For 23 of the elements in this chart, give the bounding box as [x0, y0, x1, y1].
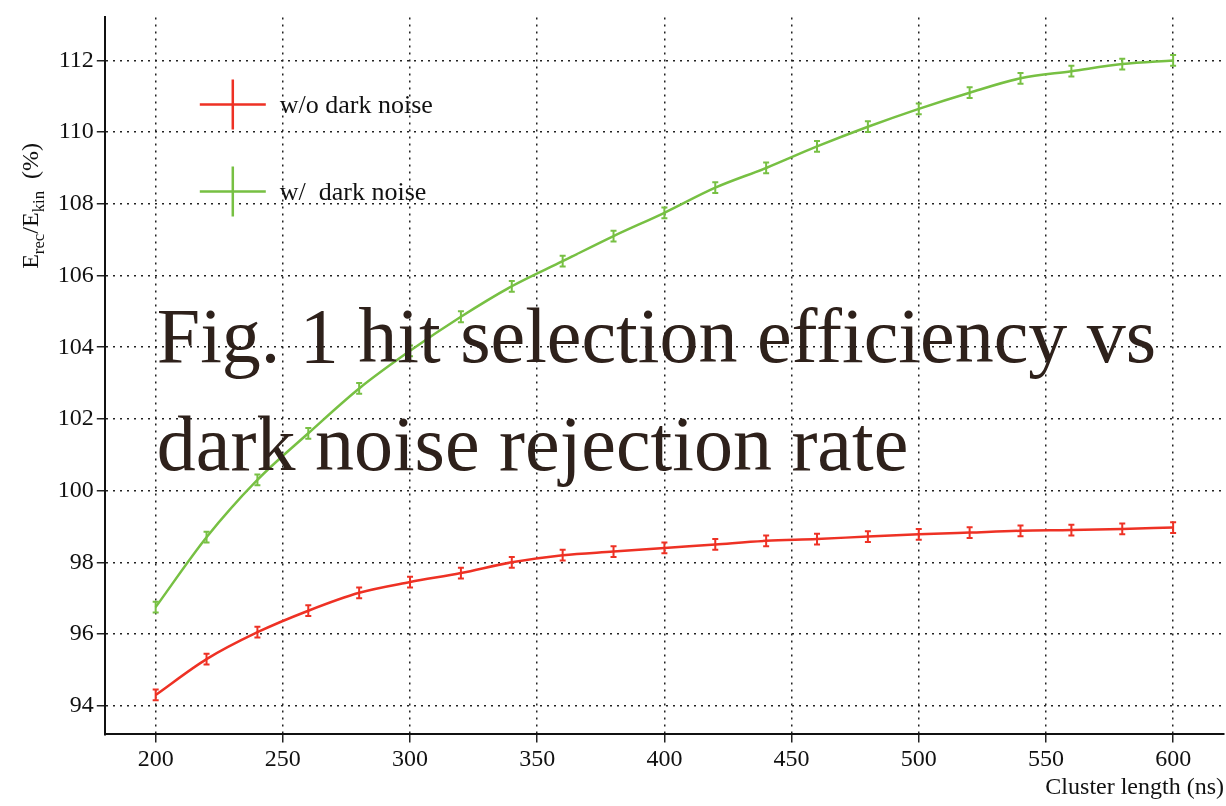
y-tick-label: 110	[58, 117, 94, 144]
y-tick-label: 96	[69, 619, 94, 646]
x-tick-label: 350	[519, 745, 556, 772]
x-tick-label: 300	[392, 745, 429, 772]
y-tick-label: 94	[69, 691, 94, 718]
x-tick-label: 550	[1027, 745, 1064, 772]
y-tick-label: 108	[57, 189, 94, 216]
y-tick-label: 106	[57, 260, 94, 287]
y-axis-title: Erec/Ekin (%)	[17, 142, 48, 269]
legend-label: w/ dark noise	[279, 177, 427, 207]
x-tick-label: 200	[137, 745, 174, 772]
x-axis-title: Cluster length (ns)	[1045, 772, 1224, 799]
y-tick-label: 102	[57, 404, 94, 431]
y-tick-label: 98	[69, 547, 94, 574]
x-tick-label: 500	[900, 745, 937, 772]
y-tick-label: 104	[57, 332, 94, 359]
x-tick-label: 250	[264, 745, 301, 772]
x-tick-label: 600	[1155, 745, 1192, 772]
y-tick-label: 100	[57, 475, 94, 502]
x-tick-label: 400	[646, 745, 683, 772]
legend-label: w/o dark noise	[279, 90, 433, 120]
y-tick-label: 112	[58, 45, 94, 72]
x-tick-label: 450	[773, 745, 810, 772]
